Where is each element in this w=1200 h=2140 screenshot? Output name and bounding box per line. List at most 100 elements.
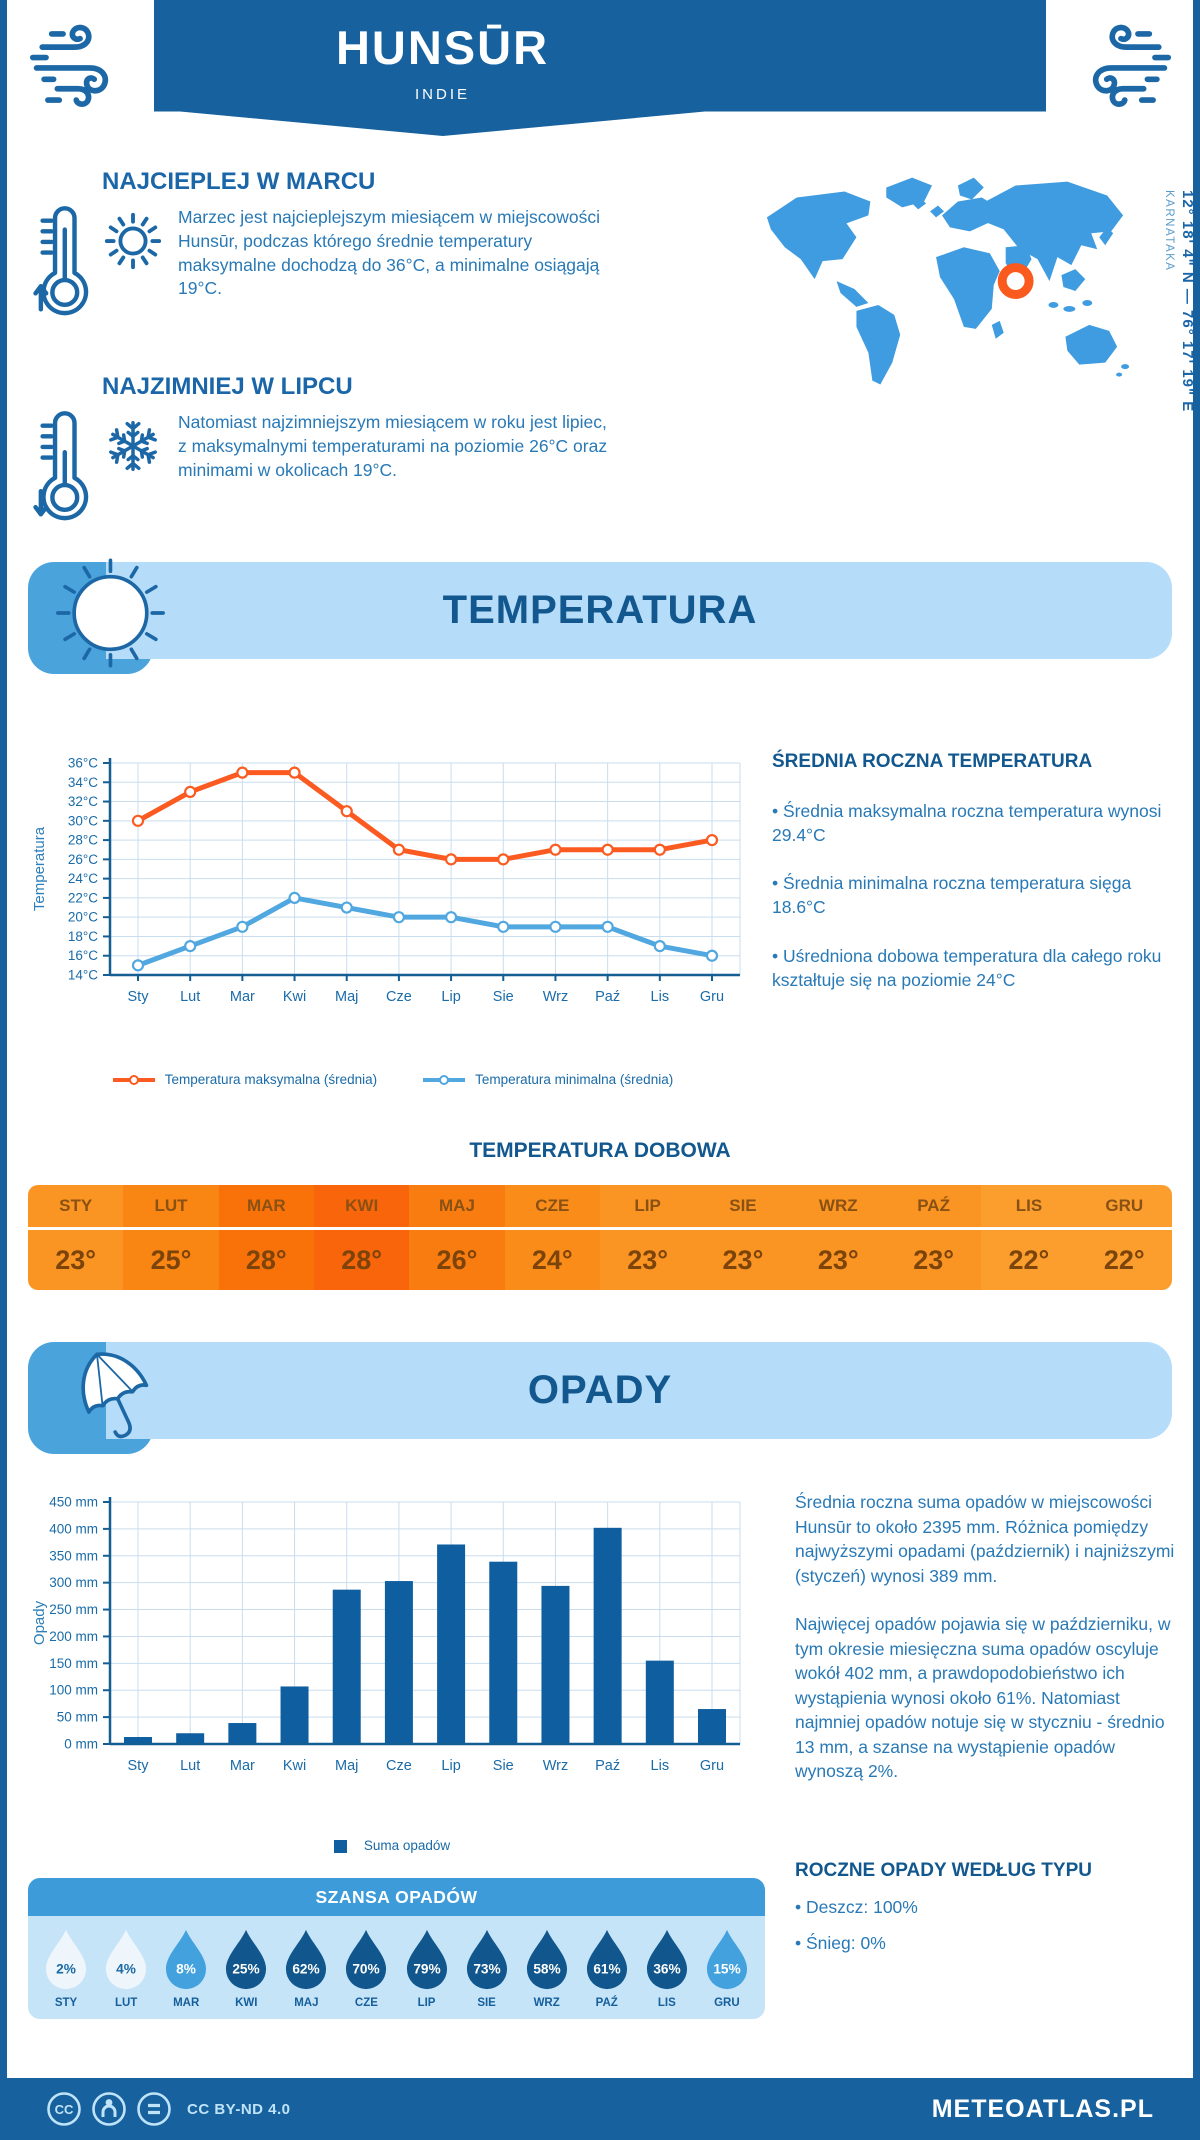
svg-text:200 mm: 200 mm <box>49 1629 98 1644</box>
banner-background <box>106 1342 1172 1439</box>
daily-column: STY 23° <box>28 1185 124 1290</box>
daily-value: 23° <box>885 1230 982 1290</box>
chance-droplet: 25% KWI <box>216 1928 276 2009</box>
chance-title: SZANSA OPADÓW <box>28 1878 765 1916</box>
region-label: KARNATAKA <box>1163 190 1175 272</box>
svg-text:36°C: 36°C <box>68 756 98 771</box>
svg-text:30°C: 30°C <box>68 813 98 828</box>
droplet-icon: 62% <box>286 1929 327 1990</box>
svg-text:Temperatura: Temperatura <box>31 826 48 911</box>
svg-text:26°C: 26°C <box>68 852 98 867</box>
chance-month-label: SIE <box>477 1997 496 2009</box>
svg-text:61%: 61% <box>593 1962 620 1977</box>
precipitation-type-bullet: • Deszcz: 100% <box>795 1896 918 1917</box>
sun-banner-icon <box>56 554 174 677</box>
chance-month-label: GRU <box>714 1997 740 2009</box>
svg-text:50 mm: 50 mm <box>57 1710 98 1725</box>
temperature-chart-legend: Temperatura maksymalna (średnia) Tempera… <box>28 1072 756 1087</box>
min-line-swatch <box>423 1074 466 1085</box>
chance-month-label: MAR <box>173 1997 200 2009</box>
daily-column: LUT 25° <box>123 1185 219 1290</box>
svg-text:58%: 58% <box>533 1962 560 1977</box>
temperature-line-chart: 14°C 16°C 18°C 20°C 22°C 24°C 26°C 28°C 30°C 32°C… <box>31 756 741 1005</box>
chance-month-label: CZE <box>354 1997 378 2009</box>
footer: CC CC BY-ND 4.0 METEOATLAS.PL <box>0 2078 1200 2140</box>
daily-table: STY 23° LUT 25° MAR 28° KWI 28° MAJ 26° CZE 24° LIP 2… <box>28 1185 1172 1290</box>
svg-text:Gru: Gru <box>700 1758 724 1774</box>
svg-text:Kwi: Kwi <box>283 1758 306 1774</box>
daily-month-label: GRU <box>1076 1185 1172 1230</box>
droplet-icon: 15% <box>706 1929 747 1990</box>
svg-text:8%: 8% <box>176 1962 196 1977</box>
svg-text:Paź: Paź <box>595 989 620 1005</box>
daily-value: 25° <box>123 1230 219 1290</box>
svg-text:Kwi: Kwi <box>283 989 306 1005</box>
license-group: CC CC BY-ND 4.0 <box>46 2091 291 2127</box>
svg-text:16°C: 16°C <box>68 948 98 963</box>
svg-text:22°C: 22°C <box>68 890 98 905</box>
max-line-swatch <box>112 1074 155 1085</box>
svg-text:Lis: Lis <box>651 989 670 1005</box>
svg-text:36%: 36% <box>653 1962 680 1977</box>
svg-text:Mar: Mar <box>230 1758 255 1774</box>
chance-droplet: 4% LUT <box>96 1928 156 2009</box>
daily-temperature-title: TEMPERATURA DOBOWA <box>469 1139 731 1162</box>
chance-month-label: KWI <box>235 1997 258 2009</box>
daily-month-label: LIS <box>981 1185 1077 1230</box>
svg-text:Cze: Cze <box>386 989 412 1005</box>
svg-text:79%: 79% <box>413 1962 440 1977</box>
legend-item-precip: Suma opadów <box>333 1838 450 1853</box>
annual-bullet: • Uśredniona dobowa temperatura dla całe… <box>772 945 1162 990</box>
location-marker <box>997 263 1034 299</box>
bar-swatch <box>333 1839 347 1853</box>
svg-text:Mar: Mar <box>230 989 255 1005</box>
svg-text:300 mm: 300 mm <box>49 1575 98 1590</box>
svg-text:450 mm: 450 mm <box>49 1495 98 1510</box>
sun-icon <box>102 206 178 301</box>
droplet-icon: 2% <box>45 1929 87 1990</box>
svg-text:Maj: Maj <box>335 989 358 1005</box>
droplet-icon: 70% <box>346 1929 387 1990</box>
legend-label-max: Temperatura maksymalna (średnia) <box>164 1072 378 1087</box>
svg-text:150 mm: 150 mm <box>49 1656 98 1671</box>
coordinates-label: 12° 18' 4" N — 76° 17' 19" E <box>1179 190 1196 413</box>
svg-text:Sty: Sty <box>128 1758 150 1774</box>
chance-month-label: MAJ <box>294 1997 319 2009</box>
license-label: CC BY-ND 4.0 <box>187 2100 291 2118</box>
svg-text:Sty: Sty <box>128 989 150 1005</box>
chance-month-label: LIS <box>657 1997 676 2009</box>
thermometer-cold-icon <box>32 367 102 538</box>
warmest-month-block: NAJCIEPLEJ W MARCU Marzec jest najcieple… <box>32 162 745 333</box>
intro-section: NAJCIEPLEJ W MARCU Marzec jest najcieple… <box>0 162 1200 562</box>
svg-text:350 mm: 350 mm <box>49 1548 98 1563</box>
droplet-icon: 58% <box>526 1929 567 1990</box>
precipitation-paragraph: Najwięcej opadów pojawia się w październ… <box>795 1614 1171 1781</box>
daily-month-label: KWI <box>313 1185 410 1230</box>
svg-text:24°C: 24°C <box>68 871 98 886</box>
site-name: METEOATLAS.PL <box>931 2094 1154 2123</box>
chance-droplet: 8% MAR <box>156 1928 216 2009</box>
coldest-month-block: NAJZIMNIEJ W LIPCU <box>32 367 745 538</box>
daily-column: WRZ 23° <box>790 1185 886 1290</box>
warmest-month-text: Marzec jest najcieplejszym miesiącem w m… <box>178 207 601 299</box>
svg-text:Lut: Lut <box>180 1758 200 1774</box>
daily-column: SIE 23° <box>695 1185 791 1290</box>
chance-month-label: STY <box>54 1997 78 2009</box>
coldest-month-title: NAJZIMNIEJ W LIPCU <box>102 373 353 400</box>
svg-text:4%: 4% <box>116 1962 136 1977</box>
chance-droplet: 2% STY <box>36 1928 96 2009</box>
svg-text:Lut: Lut <box>180 989 200 1005</box>
chance-droplet: 15% GRU <box>697 1928 757 2009</box>
daily-column: GRU 22° <box>1076 1185 1172 1290</box>
daily-column: MAR 28° <box>218 1185 314 1290</box>
legend-item-min: Temperatura minimalna (średnia) <box>421 1072 673 1087</box>
daily-value: 23° <box>28 1230 124 1290</box>
wind-icon-left-box <box>7 0 154 133</box>
svg-text:Wrz: Wrz <box>543 989 569 1005</box>
precipitation-content: 0 mm 50 mm 100 mm 150 mm 200 mm 250 mm 300 mm 3… <box>0 1486 1200 2138</box>
thermometer-warm-icon <box>32 162 102 333</box>
annual-temperature-title: ŚREDNIA ROCZNA TEMPERATURA <box>772 751 1093 772</box>
chance-month-label: PAŹ <box>595 1997 618 2009</box>
daily-month-label: PAŹ <box>885 1185 982 1230</box>
